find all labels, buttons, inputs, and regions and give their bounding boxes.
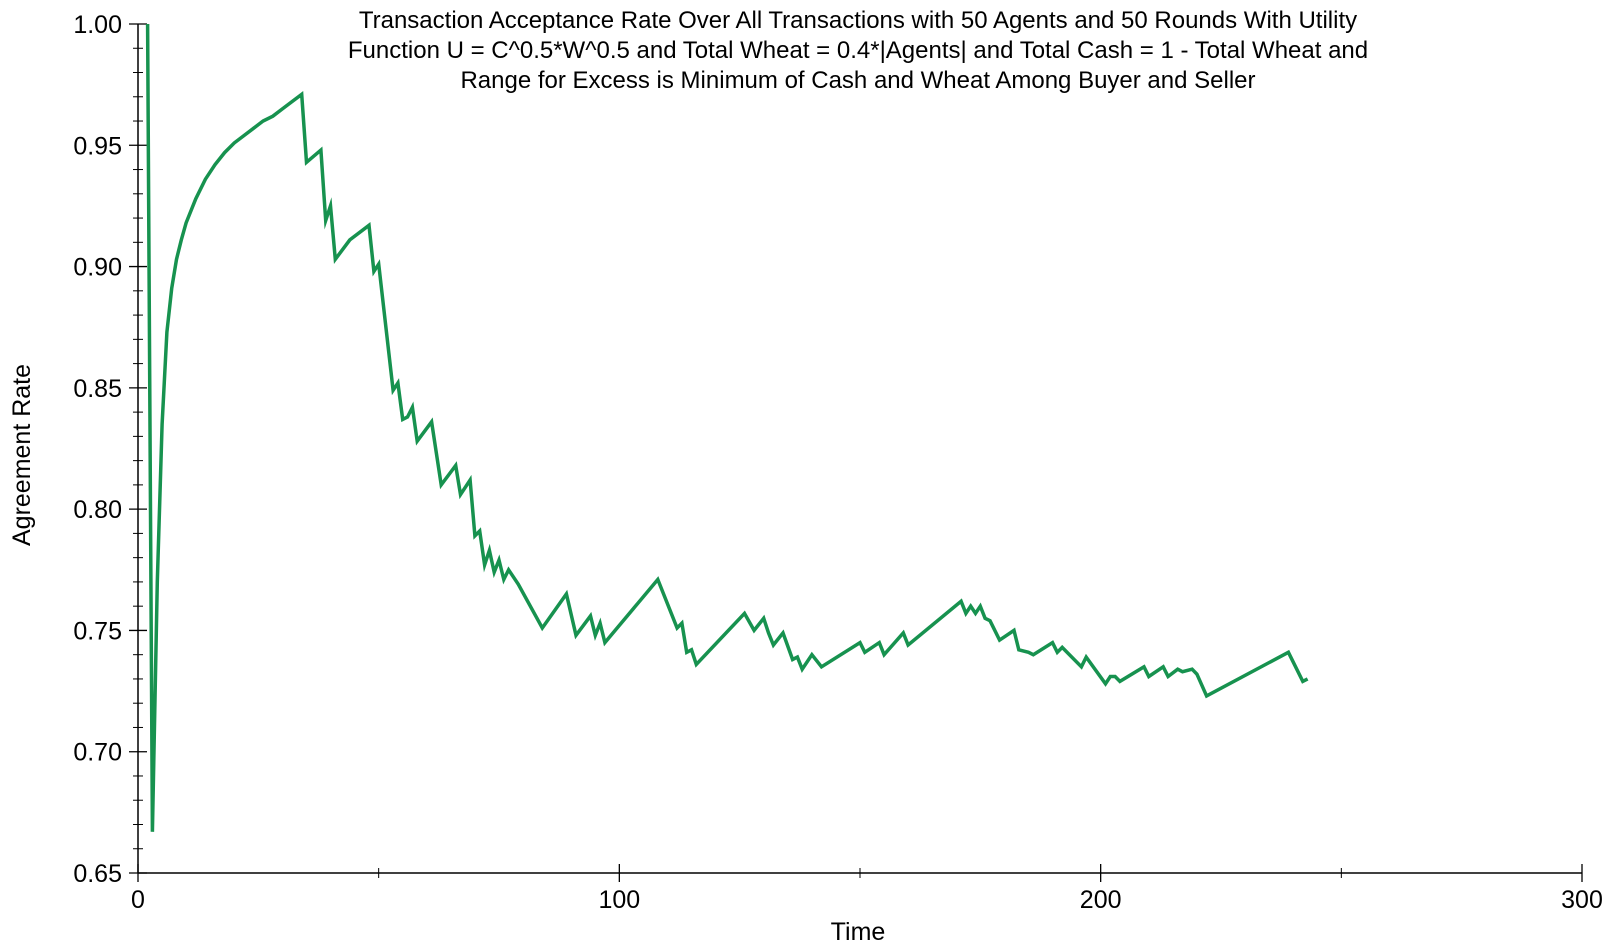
data-series	[145, 23, 1309, 832]
chart-title: Transaction Acceptance Rate Over All Tra…	[348, 7, 1368, 94]
y-tick-label: 0.90	[73, 254, 122, 282]
y-tick-label: 0.75	[73, 617, 122, 645]
y-tick-label: 0.85	[73, 375, 122, 403]
axes	[137, 24, 1582, 874]
x-tick-label: 0	[131, 886, 145, 914]
x-tick-label: 200	[1080, 886, 1122, 914]
chart-title-line-3: Range for Excess is Minimum of Cash and …	[460, 67, 1255, 94]
axis-tick-labels: 0.65 0.70 0.75 0.80 0.85 0.90 0.95 1.00 0 100 200 3…	[73, 11, 1603, 914]
y-tick-label: 0.65	[73, 860, 122, 888]
y-tick-label: 1.00	[73, 11, 122, 39]
y-axis-label: Agreement Rate	[8, 364, 36, 546]
y-tick-label: 0.80	[73, 496, 122, 524]
axis-ticks	[129, 23, 1583, 882]
chart-title-line-1: Transaction Acceptance Rate Over All Tra…	[359, 7, 1357, 34]
x-tick-label: 300	[1561, 886, 1603, 914]
chart-title-line-2: Function U = C^0.5*W^0.5 and Total Wheat…	[348, 37, 1368, 64]
series-line	[145, 23, 1309, 832]
y-tick-label: 0.95	[73, 132, 122, 160]
y-tick-label: 0.70	[73, 739, 122, 767]
x-axis-label: Time	[831, 918, 886, 946]
x-tick-label: 100	[598, 886, 640, 914]
